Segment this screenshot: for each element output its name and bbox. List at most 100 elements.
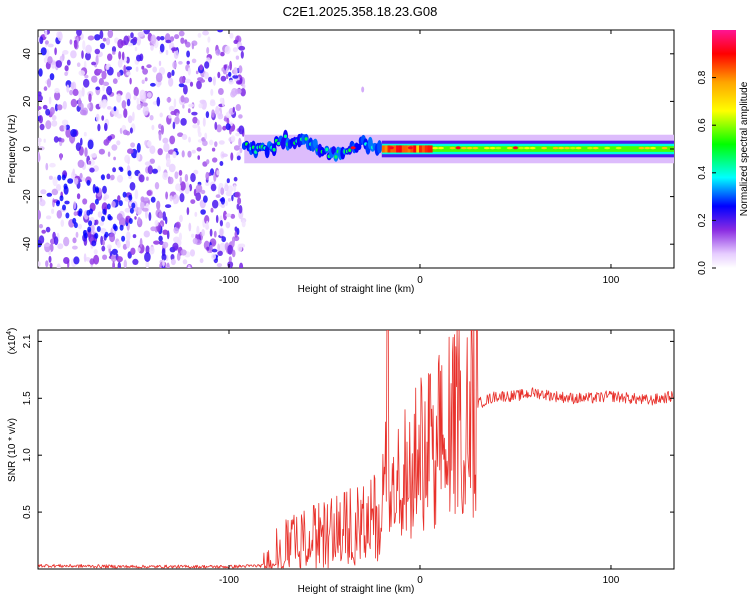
signal-peak	[512, 146, 518, 150]
noise-blob	[232, 75, 239, 79]
noise-blob	[230, 213, 236, 219]
noise-blob	[77, 223, 83, 230]
noise-track-blob	[89, 208, 93, 215]
noise-blob	[198, 103, 203, 109]
noise-blob	[211, 248, 218, 253]
signal-segment	[518, 146, 525, 150]
noise-blob	[112, 51, 116, 55]
noise-blob	[76, 62, 81, 67]
snr-xlabel: Height of straight line (km)	[298, 584, 415, 595]
spectrogram-ylabel: Frequency (Hz)	[7, 115, 18, 184]
signal-hot-segment	[427, 145, 433, 153]
signal-segment	[449, 146, 456, 150]
noise-blob	[172, 121, 176, 130]
noise-blob	[235, 104, 241, 111]
noise-blob	[205, 171, 210, 181]
noise-blob	[238, 205, 243, 214]
signal-core	[348, 148, 352, 152]
noise-blob	[83, 131, 87, 137]
noise-blob	[237, 197, 242, 205]
noise-blob	[133, 95, 137, 101]
noise-track-blob	[65, 212, 70, 219]
noise-blob	[157, 148, 163, 156]
noise-blob	[238, 125, 245, 135]
signal-segment	[564, 146, 570, 150]
noise-blob	[88, 160, 92, 165]
noise-blob	[117, 195, 121, 203]
snr-xtick-label: -100	[219, 575, 239, 586]
noise-blob	[162, 211, 166, 221]
signal-core	[325, 147, 329, 152]
noise-blob	[75, 231, 79, 238]
noise-track-blob	[83, 232, 88, 239]
noise-blob	[183, 97, 190, 104]
noise-blob	[199, 258, 204, 264]
noise-blob	[219, 220, 223, 227]
noise-blob	[99, 221, 104, 226]
noise-blob	[144, 161, 151, 166]
noise-blob	[226, 117, 230, 125]
noise-blob	[81, 50, 84, 59]
noise-blob	[48, 175, 53, 180]
noise-blob	[181, 134, 188, 140]
noise-blob	[59, 153, 63, 161]
signal-core	[334, 155, 338, 159]
spectrogram-xtick-label: -100	[219, 275, 239, 286]
noise-blob	[129, 127, 133, 134]
noise-blob	[121, 51, 125, 61]
noise-blob	[209, 228, 213, 237]
noise-blob	[113, 156, 116, 161]
noise-blob	[158, 60, 162, 66]
noise-blob	[110, 174, 115, 181]
noise-blob	[239, 147, 243, 154]
noise-blob	[210, 183, 217, 192]
noise-blob	[197, 131, 202, 138]
noise-blob	[156, 96, 161, 107]
noise-blob	[81, 177, 86, 182]
noise-blob	[221, 153, 228, 158]
noise-blob	[94, 34, 101, 41]
noise-blob	[66, 59, 71, 66]
noise-blob	[196, 80, 202, 90]
noise-blob	[80, 137, 83, 146]
noise-blob	[144, 252, 151, 262]
noise-blob	[124, 154, 131, 164]
signal-hot-segment	[410, 145, 416, 153]
noise-blob	[38, 142, 41, 147]
noise-blob	[112, 78, 118, 84]
noise-blob	[93, 249, 98, 255]
noise-blob	[53, 236, 59, 246]
noise-blob	[150, 82, 156, 87]
noise-blob	[219, 242, 226, 253]
noise-track-blob	[55, 200, 60, 207]
noise-blob	[160, 125, 164, 135]
noise-blob	[149, 246, 155, 255]
noise-blob	[104, 122, 108, 132]
noise-blob	[63, 236, 70, 247]
noise-blob	[179, 76, 185, 84]
noise-blob	[174, 116, 180, 125]
noise-blob	[136, 152, 141, 161]
noise-blob	[158, 123, 162, 129]
signal-segment	[644, 146, 651, 150]
signal-segment	[495, 146, 502, 150]
noise-blob	[106, 86, 113, 96]
noise-blob	[66, 84, 70, 93]
noise-blob	[127, 148, 134, 154]
noise-blob	[219, 161, 224, 166]
noise-blob	[172, 61, 177, 69]
signal-segment	[541, 146, 548, 150]
noise-blob	[167, 71, 172, 79]
signal-hot-segment	[404, 145, 410, 153]
signal-hot-segment	[396, 145, 402, 153]
signal-segment	[460, 146, 467, 150]
noise-blob	[183, 84, 188, 95]
noise-blob	[192, 116, 198, 124]
noise-blob	[43, 86, 48, 91]
signal-segment	[569, 146, 576, 150]
noise-blob	[122, 129, 129, 136]
noise-blob	[190, 249, 195, 257]
snr-ytick-label: 1.5	[22, 391, 33, 405]
noise-track-blob	[94, 186, 99, 193]
signal-segment	[592, 146, 599, 150]
